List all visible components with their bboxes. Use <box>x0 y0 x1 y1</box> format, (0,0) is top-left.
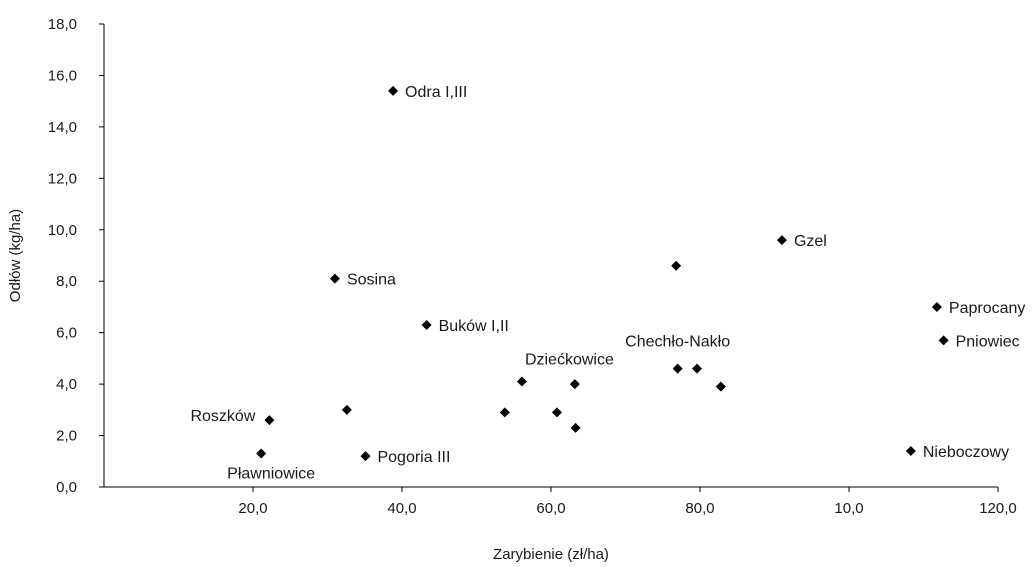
y-tick-label: 8,0 <box>56 273 77 290</box>
x-tick-label: 120,0 <box>979 500 1017 517</box>
point-label: Paprocany <box>949 300 1025 317</box>
y-tick-label: 12,0 <box>48 170 77 187</box>
data-points <box>256 85 949 462</box>
x-tick-label: 60,0 <box>536 500 565 517</box>
data-point <box>570 422 581 433</box>
point-label: Chechło-Nakło <box>625 334 730 351</box>
data-point <box>692 363 703 374</box>
data-point <box>256 448 267 459</box>
x-tick-label: 10,0 <box>834 500 863 517</box>
data-point <box>264 415 275 426</box>
point-label: Roszków <box>190 408 255 425</box>
y-axis-ticks: 0,0 2,0 4,0 6,0 8,0 10,0 12,0 14,0 16,0 18,0 <box>48 16 104 496</box>
data-point <box>516 376 527 387</box>
data-point <box>931 301 942 312</box>
x-tick-label: 20,0 <box>238 500 267 517</box>
y-tick-label: 16,0 <box>48 67 77 84</box>
data-point <box>421 319 432 330</box>
x-axis-ticks: 20,0 40,0 60,0 80,0 10,0 120,0 <box>238 487 1017 517</box>
point-label: Sosina <box>347 272 396 289</box>
data-point <box>672 363 683 374</box>
y-tick-label: 4,0 <box>56 376 77 393</box>
data-point <box>671 260 682 271</box>
point-label: Buków I,II <box>439 318 509 335</box>
point-label: Nieboczowy <box>923 444 1009 461</box>
data-point <box>905 445 916 456</box>
point-label: Gzel <box>794 233 827 250</box>
x-tick-label: 80,0 <box>685 500 714 517</box>
data-point <box>715 381 726 392</box>
y-tick-label: 14,0 <box>48 119 77 136</box>
point-label: Dziećkowice <box>525 352 614 369</box>
y-tick-label: 2,0 <box>56 428 77 445</box>
y-tick-label: 0,0 <box>56 479 77 496</box>
y-axis-title: Odłów (kg/ha) <box>7 209 24 302</box>
y-tick-label: 6,0 <box>56 325 77 342</box>
data-point <box>341 404 352 415</box>
point-label: Pniowiec <box>956 333 1020 350</box>
data-point <box>938 335 949 346</box>
data-point <box>551 407 562 418</box>
x-tick-label: 40,0 <box>387 500 416 517</box>
data-point <box>329 273 340 284</box>
point-label: Odra I,III <box>405 84 467 101</box>
point-label: Pogoria III <box>377 449 450 466</box>
data-point <box>388 85 399 96</box>
data-point <box>569 379 580 390</box>
data-point <box>360 451 371 462</box>
y-tick-label: 18,0 <box>48 16 77 33</box>
point-label: Pławniowice <box>227 466 315 483</box>
y-tick-label: 10,0 <box>48 222 77 239</box>
point-labels: Odra I,III Gzel Sosina Paprocany Buków I,II P… <box>190 84 1025 483</box>
data-point <box>776 235 787 246</box>
x-axis-title: Zarybienie (zł/ha) <box>493 546 609 563</box>
data-point <box>499 407 510 418</box>
